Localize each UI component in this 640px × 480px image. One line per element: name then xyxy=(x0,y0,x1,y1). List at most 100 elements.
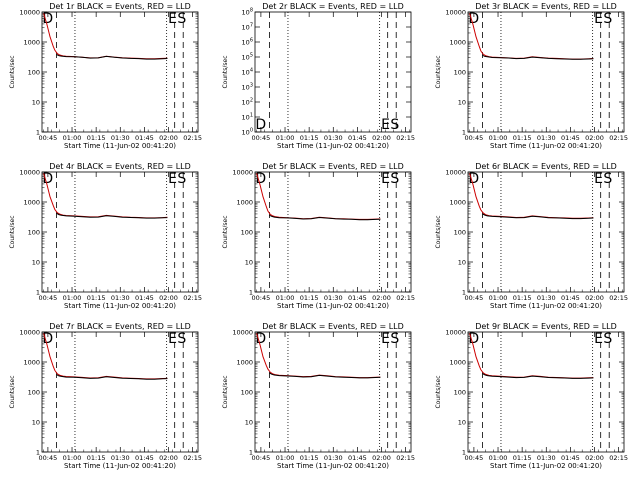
chart-panel-5: Det 5r BLACK = Events, RED = LLD 1 10 100 10… xyxy=(222,162,415,310)
series-line-lld xyxy=(469,13,594,60)
x-tick-label: 00:45 xyxy=(465,134,484,142)
y-tick-label: 10 xyxy=(32,99,40,107)
chart-panel-9: Det 9r BLACK = Events, RED = LLD 1 10 100 10… xyxy=(435,322,628,470)
chart-panel-2: Det 2r BLACK = Events, RED = LLD 100 101 10… xyxy=(222,2,415,150)
event-marker-label: E xyxy=(381,171,390,187)
y-tick-label: 100 xyxy=(454,229,466,237)
y-axis-label: Counts/sec xyxy=(9,375,16,408)
y-tick-label: 1 xyxy=(249,449,253,457)
x-tick-label: 01:00 xyxy=(489,134,508,142)
x-tick-label: 01:00 xyxy=(489,294,508,302)
y-tick-label: 100 xyxy=(242,128,253,137)
x-tick-label: 01:30 xyxy=(111,454,130,462)
y-tick-label: 1000 xyxy=(23,199,40,207)
chart-title: Det 7r BLACK = Events, RED = LLD xyxy=(49,322,191,331)
x-tick-label: 01:15 xyxy=(87,134,106,142)
x-tick-label: 02:15 xyxy=(396,294,415,302)
y-axis-label: Counts/sec xyxy=(9,215,16,248)
chart-panel-3: Det 3r BLACK = Events, RED = LLD 1 10 100 10… xyxy=(435,2,628,150)
x-axis-label: Start Time (11-Jun-02 00:41:20) xyxy=(490,142,602,150)
y-tick-label: 104 xyxy=(242,68,253,77)
y-tick-label: 10 xyxy=(245,419,253,427)
series-line-events xyxy=(482,213,594,220)
x-tick-label: 01:00 xyxy=(63,294,82,302)
series-line-lld xyxy=(43,173,168,219)
y-tick-label: 100 xyxy=(241,229,253,237)
event-marker-label: S xyxy=(603,11,612,27)
event-marker-label: E xyxy=(381,117,390,133)
y-tick-label: 10000 xyxy=(445,329,466,337)
y-tick-label: 107 xyxy=(242,23,253,32)
y-tick-label: 1 xyxy=(249,289,253,297)
event-marker-label: D xyxy=(255,331,266,347)
x-axis-label: Start Time (11-Jun-02 00:41:20) xyxy=(64,302,176,310)
y-tick-label: 10 xyxy=(458,99,466,107)
y-axis-label: Counts/sec xyxy=(435,375,442,408)
event-marker-label: E xyxy=(168,171,177,187)
series-group xyxy=(469,13,594,60)
y-tick-label: 10 xyxy=(32,259,40,267)
series-line-events xyxy=(56,374,168,380)
chart-title: Det 5r BLACK = Events, RED = LLD xyxy=(262,162,404,171)
y-tick-label: 1000 xyxy=(449,199,466,207)
x-tick-label: 01:00 xyxy=(63,134,82,142)
series-group xyxy=(43,13,168,60)
x-tick-label: 01:45 xyxy=(135,294,154,302)
y-tick-label: 100 xyxy=(454,389,466,397)
x-tick-label: 02:15 xyxy=(609,294,628,302)
x-tick-label: 00:45 xyxy=(39,294,58,302)
x-tick-label: 02:00 xyxy=(585,294,604,302)
event-marker-label: S xyxy=(177,171,186,187)
y-tick-label: 10000 xyxy=(19,169,40,177)
x-tick-label: 00:45 xyxy=(39,134,58,142)
y-axis-label: Counts/sec xyxy=(9,55,16,88)
chart-title: Det 6r BLACK = Events, RED = LLD xyxy=(475,162,617,171)
series-line-lld xyxy=(43,333,168,380)
x-tick-label: 00:45 xyxy=(39,454,58,462)
x-tick-label: 02:15 xyxy=(183,294,202,302)
series-line-lld xyxy=(256,333,381,379)
x-tick-label: 02:00 xyxy=(159,294,178,302)
x-tick-label: 02:00 xyxy=(372,294,391,302)
x-tick-label: 01:30 xyxy=(537,454,556,462)
event-marker-label: E xyxy=(168,11,177,27)
y-tick-label: 10 xyxy=(458,419,466,427)
series-line-lld xyxy=(469,173,594,219)
x-tick-label: 02:00 xyxy=(372,454,391,462)
x-tick-label: 02:00 xyxy=(372,134,391,142)
x-tick-label: 01:15 xyxy=(300,134,319,142)
y-axis-label: Counts/sec xyxy=(435,55,442,88)
x-tick-label: 01:45 xyxy=(348,454,367,462)
x-tick-label: 01:15 xyxy=(300,454,319,462)
x-tick-label: 01:45 xyxy=(561,294,580,302)
x-tick-label: 02:15 xyxy=(183,134,202,142)
y-tick-label: 108 xyxy=(242,8,253,17)
x-tick-label: 01:45 xyxy=(135,454,154,462)
series-line-events xyxy=(269,372,381,379)
x-tick-label: 01:30 xyxy=(537,134,556,142)
y-tick-label: 10000 xyxy=(19,9,40,17)
x-tick-label: 00:45 xyxy=(465,294,484,302)
chart-panel-1: Det 1r BLACK = Events, RED = LLD 1 10 100 10… xyxy=(9,2,202,150)
event-marker-label: E xyxy=(381,331,390,347)
x-tick-label: 01:15 xyxy=(513,294,532,302)
x-tick-label: 02:00 xyxy=(585,134,604,142)
event-marker-label: S xyxy=(390,171,399,187)
x-tick-label: 01:30 xyxy=(324,294,343,302)
y-tick-label: 1000 xyxy=(23,359,40,367)
chart-panel-4: Det 4r BLACK = Events, RED = LLD 1 10 100 10… xyxy=(9,162,202,310)
y-tick-label: 1 xyxy=(462,129,466,137)
y-tick-label: 1000 xyxy=(449,39,466,47)
x-axis-label: Start Time (11-Jun-02 00:41:20) xyxy=(64,462,176,470)
event-marker-label: E xyxy=(594,331,603,347)
y-axis-label: Counts/sec xyxy=(222,55,229,88)
x-tick-label: 01:15 xyxy=(87,454,106,462)
series-line-lld xyxy=(256,173,381,220)
x-tick-label: 00:45 xyxy=(252,454,271,462)
chart-title: Det 3r BLACK = Events, RED = LLD xyxy=(475,2,617,11)
y-tick-label: 10000 xyxy=(19,329,40,337)
event-marker-label: D xyxy=(42,171,53,187)
x-tick-label: 01:15 xyxy=(300,294,319,302)
y-axis-label: Counts/sec xyxy=(222,215,229,248)
